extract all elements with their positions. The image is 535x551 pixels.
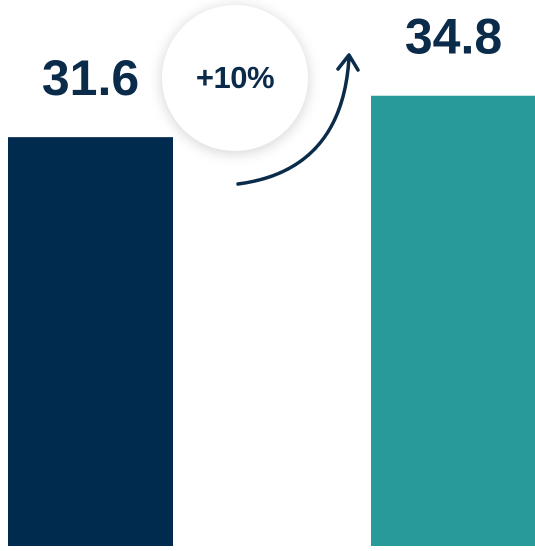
growth-percent-label: +10%	[195, 60, 275, 95]
growth-badge: +10%	[162, 5, 308, 151]
bar-2	[371, 95, 535, 546]
bar-1	[8, 137, 173, 547]
curved-up-arrow-icon	[236, 56, 351, 186]
bar-value-label-1: 31.6	[42, 50, 139, 106]
bar-value-label-2: 34.8	[405, 9, 502, 65]
arrow-head-icon	[336, 53, 360, 72]
